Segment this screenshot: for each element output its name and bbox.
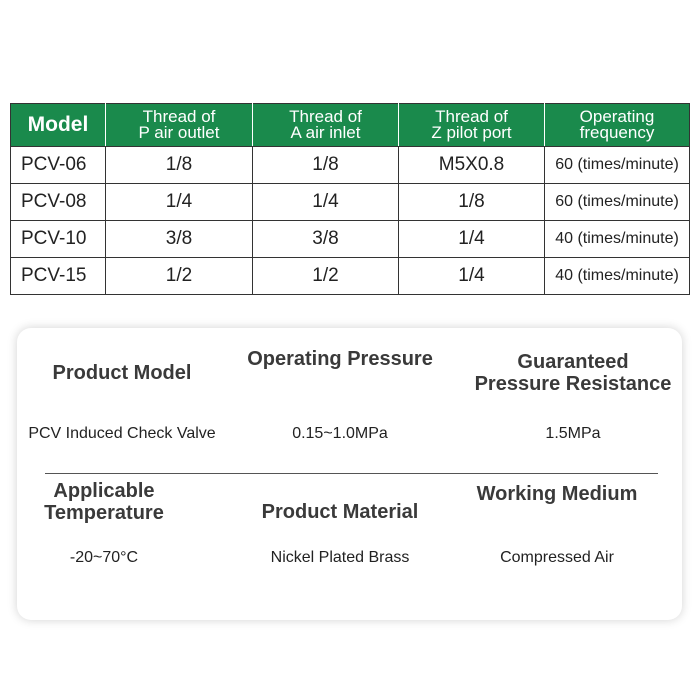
spec-label: Operating Pressure xyxy=(247,348,433,370)
spec-value: Nickel Plated Brass xyxy=(270,549,410,566)
table-cell: PCV-15 xyxy=(10,257,106,295)
table-cell: 1/4 xyxy=(398,220,545,258)
table-cell: 60 (times/minute) xyxy=(544,146,690,184)
spec-label: Product Model xyxy=(52,362,192,384)
table-cell: 1/8 xyxy=(398,183,545,221)
spec-value: 1.5MPa xyxy=(545,425,601,442)
header-cell: Thread of P air outlet xyxy=(105,103,253,147)
table-cell: 60 (times/minute) xyxy=(544,183,690,221)
table-cell: 3/8 xyxy=(105,220,253,258)
table-cell: PCV-08 xyxy=(10,183,106,221)
table-cell: M5X0.8 xyxy=(398,146,545,184)
spec-table: Model Thread of P air outlet Thread of A a… xyxy=(10,103,690,295)
table-cell: PCV-06 xyxy=(10,146,106,184)
spec-label: Guaranteed Pressure Resistance xyxy=(474,351,672,395)
table-row: PCV-10 3/8 3/8 1/4 40 (times/minute) xyxy=(10,220,690,258)
header-row: Model Thread of P air outlet Thread of A a… xyxy=(10,103,690,147)
table-cell: 1/2 xyxy=(105,257,253,295)
table-row: PCV-08 1/4 1/4 1/8 60 (times/minute) xyxy=(10,183,690,221)
table-body: PCV-06 1/8 1/8 M5X0.8 60 (times/minute) PCV-0… xyxy=(10,146,690,295)
table-row: PCV-06 1/8 1/8 M5X0.8 60 (times/minute) xyxy=(10,146,690,184)
table-cell: 1/4 xyxy=(398,257,545,295)
spec-value: Compressed Air xyxy=(500,549,614,566)
table-row: PCV-15 1/2 1/2 1/4 40 (times/minute) xyxy=(10,257,690,295)
header-cell: Operating frequency xyxy=(544,103,690,147)
table-cell: 1/4 xyxy=(252,183,399,221)
table-cell: 1/2 xyxy=(252,257,399,295)
spec-card: Product Model PCV Induced Check Valve Oper… xyxy=(17,328,682,620)
divider xyxy=(45,473,658,474)
spec-label: Product Material xyxy=(261,501,419,523)
table-cell: 1/8 xyxy=(252,146,399,184)
table-cell: PCV-10 xyxy=(10,220,106,258)
header-cell: Thread of Z pilot port xyxy=(398,103,545,147)
table-cell: 3/8 xyxy=(252,220,399,258)
table-cell: 40 (times/minute) xyxy=(544,220,690,258)
spec-value: 0.15~1.0MPa xyxy=(292,425,388,442)
table-cell: 1/8 xyxy=(105,146,253,184)
header-cell: Model xyxy=(10,103,106,147)
spec-value: -20~70°C xyxy=(69,549,139,566)
spec-label: Working Medium xyxy=(476,483,638,505)
header-cell: Thread of A air inlet xyxy=(252,103,399,147)
spec-value: PCV Induced Check Valve xyxy=(28,425,216,442)
table-cell: 40 (times/minute) xyxy=(544,257,690,295)
spec-label: Applicable Temperature xyxy=(44,480,164,524)
table-cell: 1/4 xyxy=(105,183,253,221)
